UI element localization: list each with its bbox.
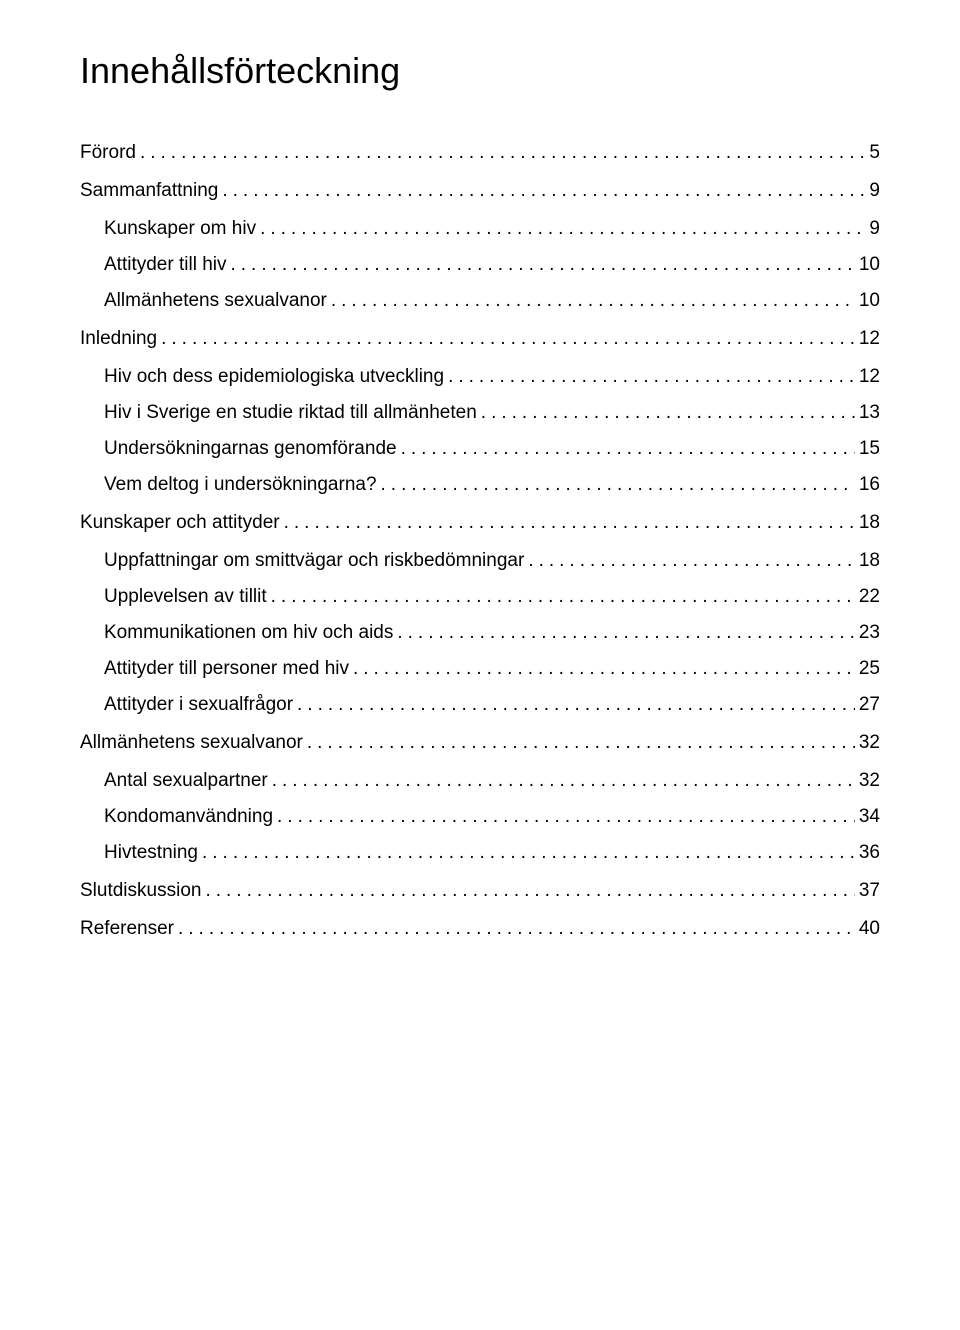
toc-entry-label: Attityder till hiv: [104, 254, 226, 276]
toc-entry: Referenser 40: [80, 918, 880, 940]
toc-entry: Upplevelsen av tillit 22: [104, 586, 880, 608]
toc-entry-page: 37: [855, 880, 880, 902]
toc-entry-label: Undersökningarnas genomförande: [104, 438, 397, 460]
toc-entry: Sammanfattning 9: [80, 180, 880, 202]
toc-entry-label: Allmänhetens sexualvanor: [80, 732, 303, 754]
toc-entry-page: 10: [855, 254, 880, 276]
toc-dot-leader: [393, 622, 854, 644]
toc-dot-leader: [268, 770, 855, 792]
toc-entry-page: 40: [855, 918, 880, 940]
toc-entry: Attityder till personer med hiv 25: [104, 658, 880, 680]
toc-entry: Uppfattningar om smittvägar och riskbedö…: [104, 550, 880, 572]
toc-dot-leader: [524, 550, 855, 572]
toc-entry-label: Kommunikationen om hiv och aids: [104, 622, 393, 644]
toc-entry-label: Antal sexualpartner: [104, 770, 268, 792]
toc-entry-label: Upplevelsen av tillit: [104, 586, 267, 608]
toc-entry-page: 25: [855, 658, 880, 680]
toc-entry: Attityder i sexualfrågor 27: [104, 694, 880, 716]
toc-entry-page: 36: [855, 842, 880, 864]
toc-entry-label: Hiv och dess epidemiologiska utveckling: [104, 366, 444, 388]
toc-dot-leader: [201, 880, 854, 902]
page-title: Innehållsförteckning: [80, 50, 880, 92]
toc-entry-page: 18: [855, 550, 880, 572]
toc-entry: Förord 5: [80, 142, 880, 164]
toc-entry: Hiv och dess epidemiologiska utveckling 1…: [104, 366, 880, 388]
toc-entry: Inledning 12: [80, 328, 880, 350]
toc-dot-leader: [303, 732, 855, 754]
toc-entry: Vem deltog i undersökningarna? 16: [104, 474, 880, 496]
toc-dot-leader: [226, 254, 854, 276]
toc-dot-leader: [293, 694, 855, 716]
toc-dot-leader: [397, 438, 855, 460]
toc-entry-page: 12: [855, 328, 880, 350]
toc-entry: Undersökningarnas genomförande 15: [104, 438, 880, 460]
toc-entry-page: 32: [855, 770, 880, 792]
toc-dot-leader: [444, 366, 855, 388]
toc-entry-label: Uppfattningar om smittvägar och riskbedö…: [104, 550, 524, 572]
toc-entry-page: 22: [855, 586, 880, 608]
toc-entry-page: 15: [855, 438, 880, 460]
toc-dot-leader: [174, 918, 855, 940]
toc-entry: Antal sexualpartner 32: [104, 770, 880, 792]
toc-dot-leader: [198, 842, 855, 864]
toc-entry-page: 13: [855, 402, 880, 424]
toc-dot-leader: [327, 290, 855, 312]
toc-entry-label: Hivtestning: [104, 842, 198, 864]
toc-entry-label: Attityder i sexualfrågor: [104, 694, 293, 716]
toc-entry: Hiv i Sverige en studie riktad till allm…: [104, 402, 880, 424]
toc-entry-page: 23: [855, 622, 880, 644]
toc-dot-leader: [256, 218, 865, 240]
toc-dot-leader: [136, 142, 865, 164]
toc-entry: Attityder till hiv 10: [104, 254, 880, 276]
toc-dot-leader: [477, 402, 855, 424]
toc-entry: Allmänhetens sexualvanor 10: [104, 290, 880, 312]
toc-entry-page: 5: [865, 142, 880, 164]
toc-dot-leader: [157, 328, 855, 350]
toc-entry-label: Slutdiskussion: [80, 880, 201, 902]
toc-entry: Kunskaper och attityder 18: [80, 512, 880, 534]
toc-entry: Allmänhetens sexualvanor 32: [80, 732, 880, 754]
table-of-contents: Förord 5 Sammanfattning 9 Kunskaper om hiv 9 A…: [80, 142, 880, 940]
toc-entry-page: 9: [865, 218, 880, 240]
toc-entry-label: Hiv i Sverige en studie riktad till allm…: [104, 402, 477, 424]
toc-dot-leader: [280, 512, 855, 534]
toc-entry-page: 34: [855, 806, 880, 828]
toc-entry: Kunskaper om hiv 9: [104, 218, 880, 240]
toc-dot-leader: [267, 586, 855, 608]
toc-dot-leader: [377, 474, 855, 496]
toc-entry-page: 9: [865, 180, 880, 202]
toc-entry-label: Kunskaper om hiv: [104, 218, 256, 240]
toc-entry-label: Kondomanvändning: [104, 806, 273, 828]
toc-entry-page: 27: [855, 694, 880, 716]
toc-entry-page: 32: [855, 732, 880, 754]
toc-dot-leader: [218, 180, 865, 202]
toc-entry-page: 12: [855, 366, 880, 388]
toc-entry-label: Attityder till personer med hiv: [104, 658, 349, 680]
toc-entry-page: 10: [855, 290, 880, 312]
toc-dot-leader: [273, 806, 855, 828]
toc-entry: Kommunikationen om hiv och aids 23: [104, 622, 880, 644]
toc-entry-label: Kunskaper och attityder: [80, 512, 280, 534]
toc-dot-leader: [349, 658, 855, 680]
toc-entry: Slutdiskussion 37: [80, 880, 880, 902]
toc-entry-page: 18: [855, 512, 880, 534]
toc-entry: Kondomanvändning 34: [104, 806, 880, 828]
document-page: Innehållsförteckning Förord 5 Sammanfattni…: [0, 0, 960, 1330]
toc-entry-label: Inledning: [80, 328, 157, 350]
toc-entry-label: Förord: [80, 142, 136, 164]
toc-entry-label: Allmänhetens sexualvanor: [104, 290, 327, 312]
toc-entry-label: Vem deltog i undersökningarna?: [104, 474, 377, 496]
toc-entry-label: Referenser: [80, 918, 174, 940]
toc-entry-label: Sammanfattning: [80, 180, 218, 202]
toc-entry: Hivtestning 36: [104, 842, 880, 864]
toc-entry-page: 16: [855, 474, 880, 496]
